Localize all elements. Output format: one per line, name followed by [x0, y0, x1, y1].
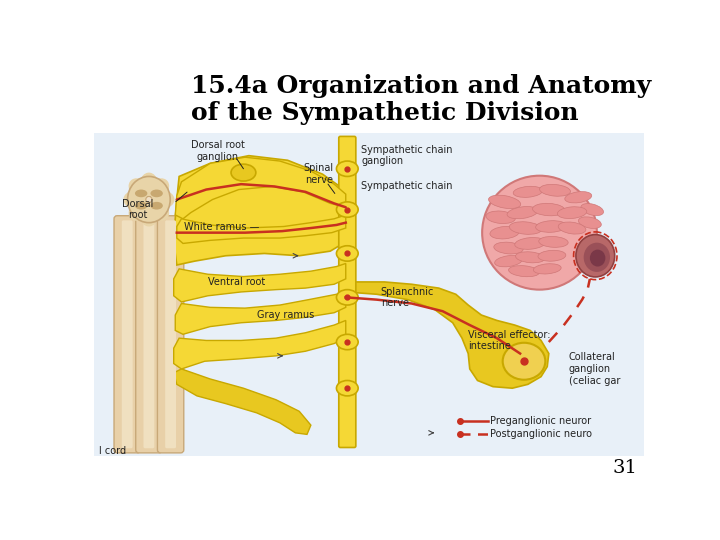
Ellipse shape — [494, 242, 523, 254]
Ellipse shape — [495, 255, 522, 267]
Ellipse shape — [140, 206, 158, 226]
Ellipse shape — [127, 177, 170, 222]
Ellipse shape — [489, 195, 521, 208]
Ellipse shape — [534, 264, 561, 274]
Ellipse shape — [515, 238, 546, 249]
FancyBboxPatch shape — [165, 220, 176, 448]
Circle shape — [145, 197, 152, 202]
Text: Visceral effector:
intestine: Visceral effector: intestine — [468, 329, 551, 351]
Ellipse shape — [576, 234, 615, 277]
Ellipse shape — [513, 186, 543, 197]
Ellipse shape — [336, 381, 358, 396]
Ellipse shape — [509, 222, 541, 234]
Ellipse shape — [336, 161, 358, 177]
Ellipse shape — [486, 211, 516, 224]
Ellipse shape — [150, 178, 169, 197]
Text: Gray ramus: Gray ramus — [256, 310, 314, 320]
Polygon shape — [175, 157, 346, 219]
Ellipse shape — [123, 191, 143, 208]
Text: Collateral
ganglion
(celiac gar: Collateral ganglion (celiac gar — [569, 353, 621, 386]
FancyBboxPatch shape — [143, 220, 154, 448]
Ellipse shape — [336, 202, 358, 217]
Text: 15.4a Organization and Anatomy: 15.4a Organization and Anatomy — [191, 75, 651, 98]
Polygon shape — [174, 369, 311, 434]
Ellipse shape — [538, 251, 566, 261]
Text: 31: 31 — [612, 460, 637, 477]
Ellipse shape — [507, 206, 538, 219]
Ellipse shape — [129, 202, 148, 221]
Polygon shape — [174, 156, 346, 265]
Ellipse shape — [490, 226, 519, 239]
Text: Ventral root: Ventral root — [208, 277, 265, 287]
Ellipse shape — [557, 207, 587, 219]
Text: Dorsal root
ganglion: Dorsal root ganglion — [191, 140, 245, 162]
Ellipse shape — [150, 190, 163, 197]
Ellipse shape — [536, 221, 567, 232]
FancyBboxPatch shape — [158, 215, 184, 453]
FancyBboxPatch shape — [114, 215, 140, 453]
Bar — [147, 195, 151, 204]
Bar — [94, 132, 644, 456]
Ellipse shape — [503, 343, 545, 380]
Ellipse shape — [558, 222, 586, 234]
Ellipse shape — [231, 164, 256, 181]
Text: Sympathetic chain: Sympathetic chain — [361, 181, 453, 192]
FancyBboxPatch shape — [339, 137, 356, 448]
Ellipse shape — [150, 202, 169, 221]
Text: Spinal
nerve: Spinal nerve — [304, 163, 333, 185]
Ellipse shape — [581, 204, 603, 215]
Ellipse shape — [564, 192, 592, 203]
Text: of the Sympathetic Division: of the Sympathetic Division — [191, 100, 578, 125]
Ellipse shape — [516, 252, 545, 263]
Ellipse shape — [590, 249, 606, 267]
Ellipse shape — [135, 190, 148, 197]
Ellipse shape — [508, 266, 539, 276]
Text: White ramus —: White ramus — — [184, 221, 259, 232]
Ellipse shape — [336, 289, 358, 305]
Ellipse shape — [533, 204, 565, 216]
FancyBboxPatch shape — [136, 215, 162, 453]
Ellipse shape — [129, 178, 148, 197]
Polygon shape — [346, 282, 549, 388]
FancyBboxPatch shape — [122, 220, 132, 448]
Text: Dorsal
root: Dorsal root — [122, 199, 154, 220]
Ellipse shape — [336, 246, 358, 261]
Ellipse shape — [539, 237, 568, 247]
Text: l cord: l cord — [99, 447, 127, 456]
Ellipse shape — [150, 202, 163, 210]
Ellipse shape — [584, 242, 610, 272]
Ellipse shape — [482, 176, 597, 289]
Ellipse shape — [140, 173, 158, 193]
Ellipse shape — [539, 184, 570, 196]
Ellipse shape — [336, 334, 358, 350]
Text: Preganglionic neuror: Preganglionic neuror — [490, 416, 591, 426]
Text: Splanchnic
nerve: Splanchnic nerve — [381, 287, 434, 308]
Ellipse shape — [578, 217, 601, 228]
Polygon shape — [174, 320, 346, 369]
Text: Sympathetic chain
ganglion: Sympathetic chain ganglion — [361, 145, 453, 166]
Ellipse shape — [135, 202, 148, 210]
Ellipse shape — [154, 191, 174, 208]
Polygon shape — [175, 292, 346, 334]
Polygon shape — [177, 215, 346, 244]
Text: Postganglionic neuro: Postganglionic neuro — [490, 429, 592, 440]
Polygon shape — [174, 264, 346, 302]
